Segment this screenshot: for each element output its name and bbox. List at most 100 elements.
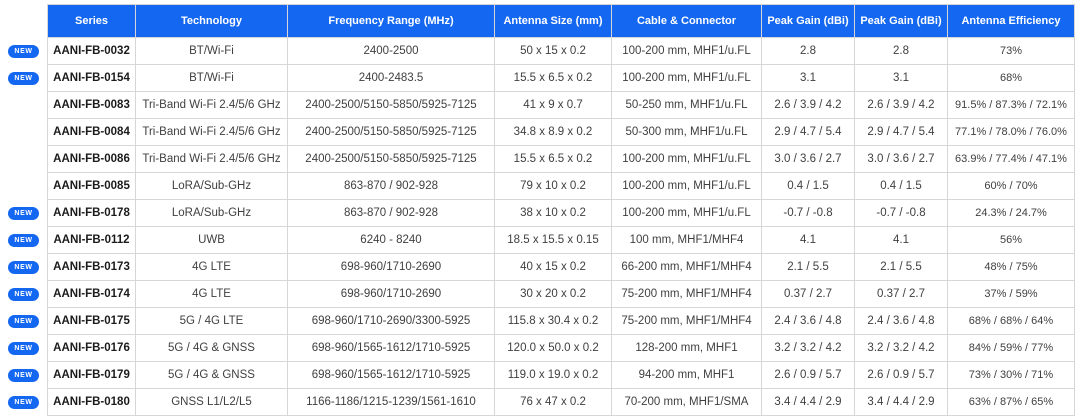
cell-antenna-size: 79 x 10 x 0.2 bbox=[495, 173, 612, 200]
cell-peak-gain-2: 2.9 / 4.7 / 5.4 bbox=[855, 119, 948, 146]
cell-antenna-efficiency: 68% bbox=[948, 65, 1075, 92]
cell-technology: 5G / 4G & GNSS bbox=[136, 362, 288, 389]
cell-frequency-range: 2400-2483.5 bbox=[288, 65, 495, 92]
table-row: NEW AANI-FB-0032 BT/Wi-Fi 2400-2500 50 x… bbox=[0, 38, 1075, 65]
cell-technology: GNSS L1/L2/L5 bbox=[136, 389, 288, 416]
cell-frequency-range: 698-960/1710-2690/3300-5925 bbox=[288, 308, 495, 335]
new-badge: NEW bbox=[8, 396, 39, 409]
cell-series: AANI-FB-0180 bbox=[47, 389, 136, 416]
cell-peak-gain-1: -0.7 / -0.8 bbox=[762, 200, 855, 227]
table-row: NEW AANI-FB-0175 5G / 4G LTE 698-960/171… bbox=[0, 308, 1075, 335]
table-row: NEW AANI-FB-0112 UWB 6240 - 8240 18.5 x … bbox=[0, 227, 1075, 254]
cell-antenna-efficiency: 73% bbox=[948, 38, 1075, 65]
cell-peak-gain-1: 4.1 bbox=[762, 227, 855, 254]
badge-gutter: NEW bbox=[0, 227, 47, 254]
cell-antenna-efficiency: 84% / 59% / 77% bbox=[948, 335, 1075, 362]
table-row: AANI-FB-0085 LoRA/Sub-GHz 863-870 / 902-… bbox=[0, 173, 1075, 200]
cell-peak-gain-2: 3.4 / 4.4 / 2.9 bbox=[855, 389, 948, 416]
cell-antenna-efficiency: 63% / 87% / 65% bbox=[948, 389, 1075, 416]
table-row: NEW AANI-FB-0154 BT/Wi-Fi 2400-2483.5 15… bbox=[0, 65, 1075, 92]
cell-technology: Tri-Band Wi-Fi 2.4/5/6 GHz bbox=[136, 146, 288, 173]
cell-antenna-efficiency: 77.1% / 78.0% / 76.0% bbox=[948, 119, 1075, 146]
cell-frequency-range: 698-960/1710-2690 bbox=[288, 254, 495, 281]
cell-peak-gain-2: 0.37 / 2.7 bbox=[855, 281, 948, 308]
cell-peak-gain-2: 2.6 / 3.9 / 4.2 bbox=[855, 92, 948, 119]
cell-peak-gain-2: -0.7 / -0.8 bbox=[855, 200, 948, 227]
cell-technology: Tri-Band Wi-Fi 2.4/5/6 GHz bbox=[136, 119, 288, 146]
cell-frequency-range: 863-870 / 902-928 bbox=[288, 200, 495, 227]
cell-cable-connector: 75-200 mm, MHF1/MHF4 bbox=[612, 308, 762, 335]
cell-peak-gain-2: 2.6 / 0.9 / 5.7 bbox=[855, 362, 948, 389]
cell-frequency-range: 863-870 / 902-928 bbox=[288, 173, 495, 200]
column-header-cable-connector: Cable & Connector bbox=[612, 4, 762, 38]
cell-frequency-range: 2400-2500/5150-5850/5925-7125 bbox=[288, 146, 495, 173]
cell-antenna-size: 41 x 9 x 0.7 bbox=[495, 92, 612, 119]
new-badge: NEW bbox=[8, 234, 39, 247]
badge-gutter: NEW bbox=[0, 38, 47, 65]
badge-gutter bbox=[0, 92, 47, 119]
cell-frequency-range: 6240 - 8240 bbox=[288, 227, 495, 254]
cell-peak-gain-1: 2.8 bbox=[762, 38, 855, 65]
cell-frequency-range: 698-960/1710-2690 bbox=[288, 281, 495, 308]
cell-series: AANI-FB-0154 bbox=[47, 65, 136, 92]
new-badge: NEW bbox=[8, 72, 39, 85]
cell-cable-connector: 75-200 mm, MHF1/MHF4 bbox=[612, 281, 762, 308]
cell-cable-connector: 50-300 mm, MHF1/u.FL bbox=[612, 119, 762, 146]
cell-series: AANI-FB-0176 bbox=[47, 335, 136, 362]
cell-antenna-size: 18.5 x 15.5 x 0.15 bbox=[495, 227, 612, 254]
cell-peak-gain-2: 4.1 bbox=[855, 227, 948, 254]
cell-technology: 4G LTE bbox=[136, 254, 288, 281]
cell-peak-gain-1: 3.1 bbox=[762, 65, 855, 92]
cell-technology: 5G / 4G & GNSS bbox=[136, 335, 288, 362]
column-header-technology: Technology bbox=[136, 4, 288, 38]
cell-antenna-efficiency: 68% / 68% / 64% bbox=[948, 308, 1075, 335]
cell-antenna-size: 120.0 x 50.0 x 0.2 bbox=[495, 335, 612, 362]
cell-technology: Tri-Band Wi-Fi 2.4/5/6 GHz bbox=[136, 92, 288, 119]
cell-peak-gain-2: 3.0 / 3.6 / 2.7 bbox=[855, 146, 948, 173]
cell-peak-gain-1: 2.9 / 4.7 / 5.4 bbox=[762, 119, 855, 146]
new-badge: NEW bbox=[8, 288, 39, 301]
cell-frequency-range: 2400-2500/5150-5850/5925-7125 bbox=[288, 92, 495, 119]
cell-antenna-efficiency: 37% / 59% bbox=[948, 281, 1075, 308]
cell-peak-gain-2: 3.1 bbox=[855, 65, 948, 92]
cell-peak-gain-1: 3.4 / 4.4 / 2.9 bbox=[762, 389, 855, 416]
table-header-row: Series Technology Frequency Range (MHz) … bbox=[0, 4, 1075, 38]
cell-peak-gain-1: 2.4 / 3.6 / 4.8 bbox=[762, 308, 855, 335]
cell-series: AANI-FB-0085 bbox=[47, 173, 136, 200]
cell-peak-gain-1: 2.6 / 0.9 / 5.7 bbox=[762, 362, 855, 389]
cell-peak-gain-1: 2.6 / 3.9 / 4.2 bbox=[762, 92, 855, 119]
cell-series: AANI-FB-0083 bbox=[47, 92, 136, 119]
cell-cable-connector: 50-250 mm, MHF1/u.FL bbox=[612, 92, 762, 119]
cell-series: AANI-FB-0174 bbox=[47, 281, 136, 308]
badge-gutter: NEW bbox=[0, 335, 47, 362]
cell-peak-gain-2: 0.4 / 1.5 bbox=[855, 173, 948, 200]
cell-peak-gain-2: 3.2 / 3.2 / 4.2 bbox=[855, 335, 948, 362]
cell-peak-gain-2: 2.1 / 5.5 bbox=[855, 254, 948, 281]
table-row: NEW AANI-FB-0179 5G / 4G & GNSS 698-960/… bbox=[0, 362, 1075, 389]
cell-antenna-efficiency: 48% / 75% bbox=[948, 254, 1075, 281]
antenna-spec-table: Series Technology Frequency Range (MHz) … bbox=[0, 4, 1075, 416]
cell-cable-connector: 94-200 mm, MHF1 bbox=[612, 362, 762, 389]
table-row: AANI-FB-0084 Tri-Band Wi-Fi 2.4/5/6 GHz … bbox=[0, 119, 1075, 146]
cell-technology: BT/Wi-Fi bbox=[136, 65, 288, 92]
cell-cable-connector: 100 mm, MHF1/MHF4 bbox=[612, 227, 762, 254]
table-row: AANI-FB-0083 Tri-Band Wi-Fi 2.4/5/6 GHz … bbox=[0, 92, 1075, 119]
column-header-antenna-efficiency: Antenna Efficiency bbox=[948, 4, 1075, 38]
cell-peak-gain-1: 3.0 / 3.6 / 2.7 bbox=[762, 146, 855, 173]
new-badge: NEW bbox=[8, 207, 39, 220]
table-row: NEW AANI-FB-0176 5G / 4G & GNSS 698-960/… bbox=[0, 335, 1075, 362]
new-badge: NEW bbox=[8, 369, 39, 382]
cell-series: AANI-FB-0032 bbox=[47, 38, 136, 65]
cell-frequency-range: 1166-1186/1215-1239/1561-1610 bbox=[288, 389, 495, 416]
badge-gutter: NEW bbox=[0, 281, 47, 308]
cell-antenna-size: 15.5 x 6.5 x 0.2 bbox=[495, 146, 612, 173]
cell-series: AANI-FB-0178 bbox=[47, 200, 136, 227]
badge-gutter bbox=[0, 119, 47, 146]
badge-gutter: NEW bbox=[0, 308, 47, 335]
cell-technology: UWB bbox=[136, 227, 288, 254]
new-badge: NEW bbox=[8, 315, 39, 328]
cell-peak-gain-1: 0.37 / 2.7 bbox=[762, 281, 855, 308]
table-row: NEW AANI-FB-0178 LoRA/Sub-GHz 863-870 / … bbox=[0, 200, 1075, 227]
cell-cable-connector: 66-200 mm, MHF1/MHF4 bbox=[612, 254, 762, 281]
